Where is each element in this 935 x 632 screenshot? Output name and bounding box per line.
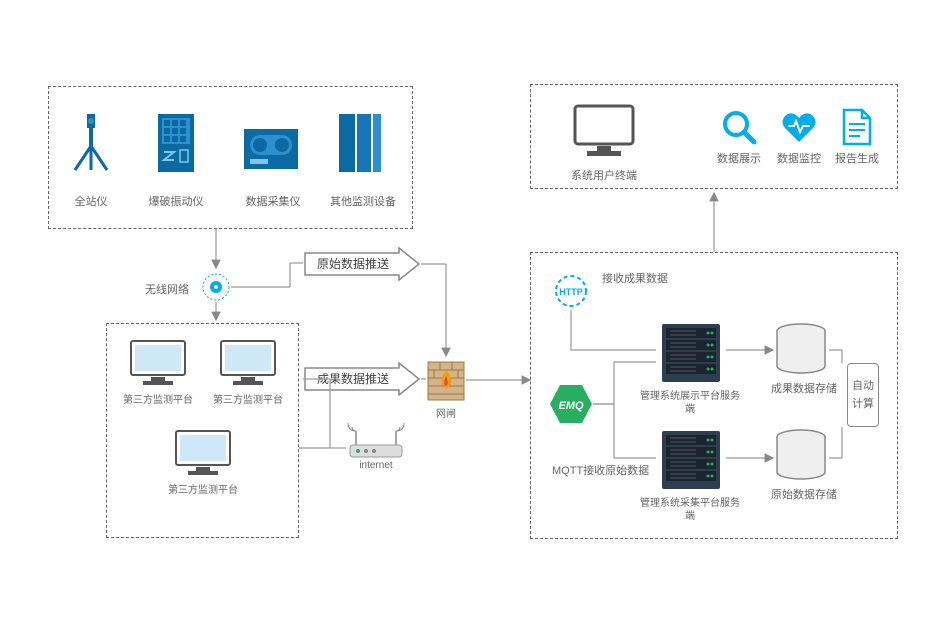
internet-icon <box>346 423 406 463</box>
internet-label: internet <box>356 460 396 471</box>
platform-b-label: 第三方监测平台 <box>208 391 288 406</box>
result-push-label: 成果数据推送 <box>311 370 395 387</box>
total-station-icon <box>69 112 113 172</box>
collect-server-label: 管理系统采集平台服务端 <box>640 497 740 523</box>
platform-c-label: 第三方监测平台 <box>163 481 243 496</box>
total-station-label: 全站仪 <box>64 193 118 209</box>
result-db-icon <box>773 322 829 376</box>
platform-c-icon <box>172 427 234 479</box>
auto-calc-label: 自动计算 <box>851 378 875 413</box>
raw-push-label: 原始数据推送 <box>311 255 395 272</box>
gateway-label: 网闸 <box>432 405 460 420</box>
platform-a-icon <box>127 337 189 389</box>
user-terminal-icon <box>569 102 639 160</box>
report-gen-label: 报告生成 <box>830 150 884 166</box>
emq-icon: EMQ <box>549 383 593 425</box>
data-collector-label: 数据采集仪 <box>237 193 309 209</box>
platform-a-label: 第三方监测平台 <box>118 391 198 406</box>
user-terminal-label: 系统用户终端 <box>562 167 646 183</box>
report-gen-icon <box>840 108 874 146</box>
recv-result-label: 接收成果数据 <box>602 270 692 286</box>
other-monitor-icon <box>335 112 385 174</box>
svg-text:HTTP: HTTP <box>559 287 583 297</box>
wireless-label: 无线网络 <box>140 281 194 297</box>
blast-vib-icon <box>152 112 200 174</box>
display-server-icon <box>656 320 726 386</box>
wireless-icon <box>201 272 231 302</box>
data-monitor-icon <box>780 108 818 146</box>
http-icon: HTTP <box>553 273 589 309</box>
data-display-label: 数据展示 <box>712 150 766 166</box>
blast-vib-label: 爆破振动仪 <box>140 193 212 209</box>
display-server-label: 管理系统展示平台服务端 <box>640 390 740 416</box>
mqtt-recv-label: MQTT接收原始数据 <box>552 462 672 478</box>
data-monitor-label: 数据监控 <box>772 150 826 166</box>
raw-db-label: 原始数据存储 <box>768 486 840 502</box>
collect-server-icon <box>656 427 726 493</box>
result-db-label: 成果数据存储 <box>768 380 840 396</box>
other-monitor-label: 其他监测设备 <box>322 193 404 209</box>
platform-b-icon <box>217 337 279 389</box>
gateway-icon <box>426 360 466 402</box>
data-display-icon <box>720 108 758 146</box>
svg-text:EMQ: EMQ <box>558 400 584 412</box>
data-collector-icon <box>240 125 302 175</box>
raw-db-icon <box>773 428 829 482</box>
